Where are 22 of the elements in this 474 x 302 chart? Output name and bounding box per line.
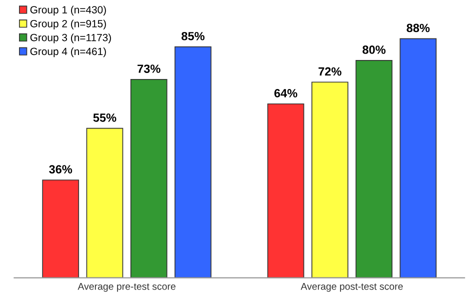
data-label: 36%: [49, 165, 72, 174]
data-label: 73%: [138, 64, 160, 73]
bar: [86, 128, 124, 278]
data-label: 80%: [362, 46, 386, 54]
bar: [311, 82, 348, 278]
data-label: 88%: [406, 24, 430, 32]
bar: [42, 180, 80, 278]
legend-label: Group 1 (n=430): [30, 6, 106, 16]
data-label: 72%: [318, 67, 342, 76]
data-label: 64%: [274, 89, 298, 98]
x-tick-label: Average post-test score: [300, 283, 403, 292]
bar: [174, 46, 212, 278]
bar: [400, 38, 437, 278]
bar: [267, 103, 304, 278]
legend-label: Group 2 (n=915): [30, 20, 106, 30]
data-label: 85%: [182, 32, 204, 40]
bar: [356, 60, 392, 278]
bar: [130, 79, 168, 278]
data-label: 55%: [93, 114, 116, 122]
x-tick-label: Average pre-test score: [78, 283, 176, 292]
legend-label: Group 3 (n=1173): [30, 34, 111, 44]
legend-label: Group 4 (n=461): [30, 47, 106, 58]
